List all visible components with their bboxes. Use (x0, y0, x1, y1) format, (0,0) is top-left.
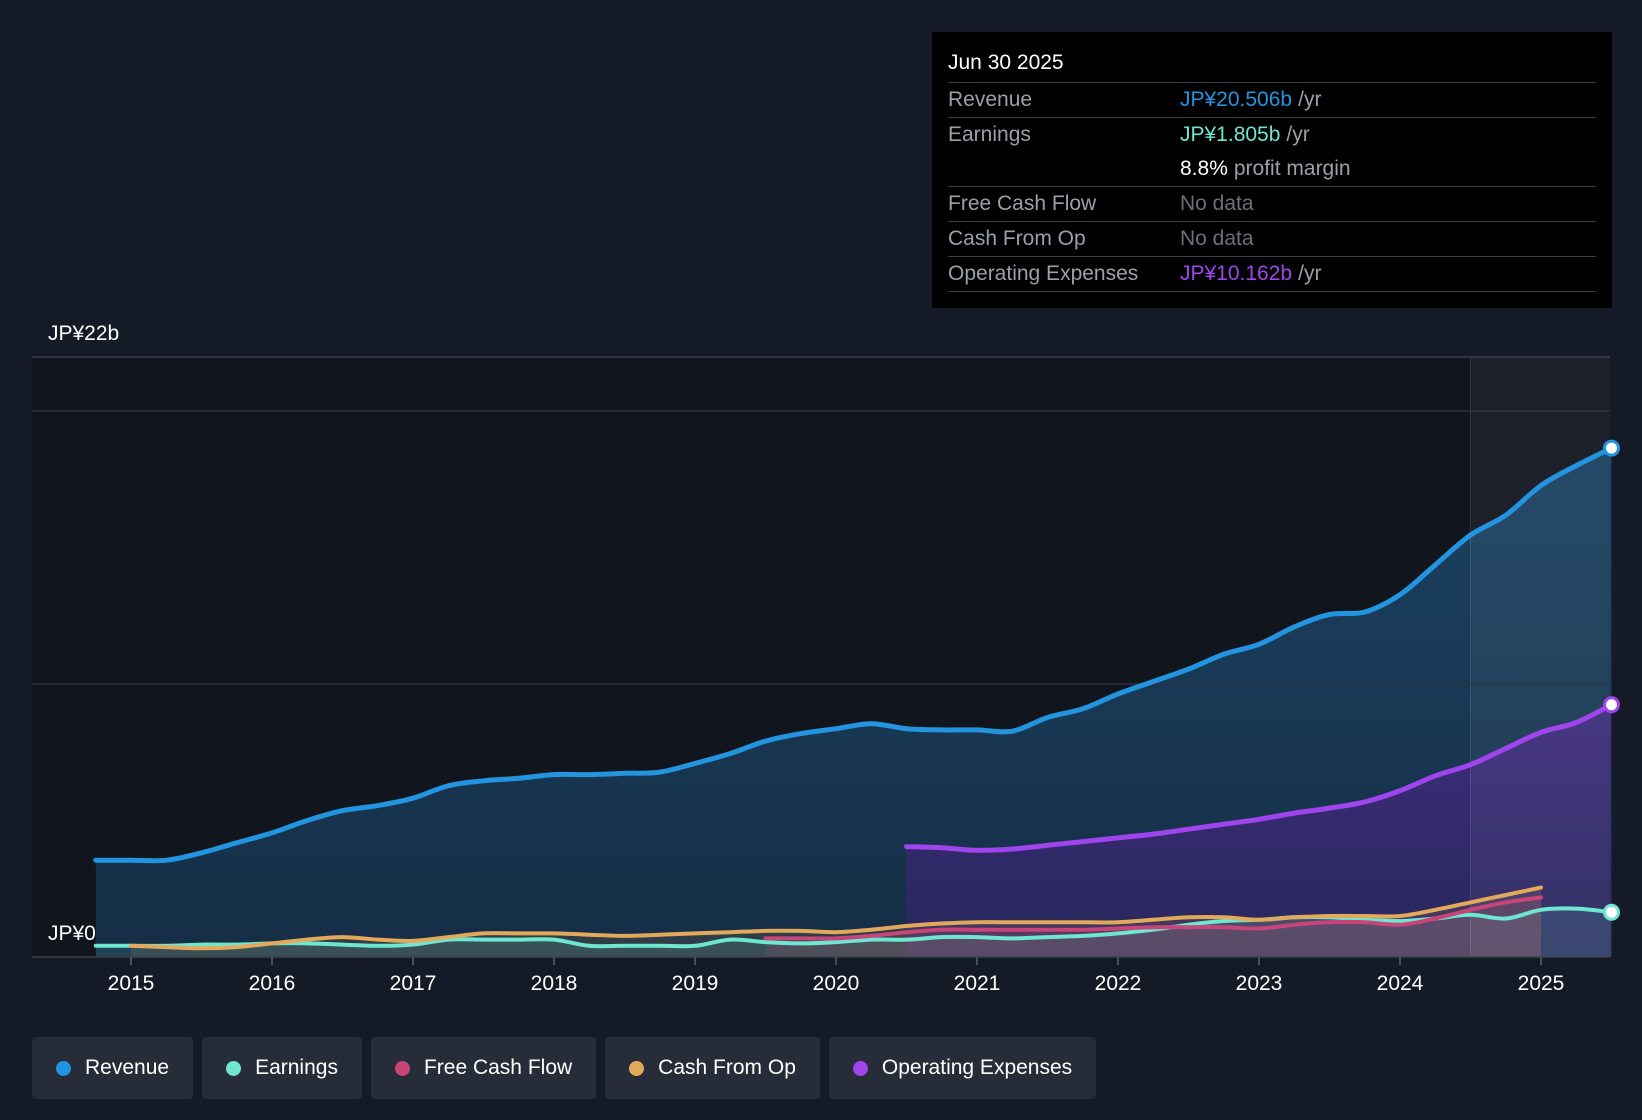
line-cfo (129, 885, 1543, 951)
end-marker-revenue[interactable] (1603, 439, 1620, 457)
tooltip-row-fcf: Free Cash Flow No data (948, 187, 1596, 222)
tooltip-date: Jun 30 2025 (948, 48, 1596, 83)
tooltip-unit-opex: /yr (1298, 262, 1322, 285)
legend-item-fcf[interactable]: Free Cash Flow (370, 1037, 597, 1099)
x-tick-label-2017: 2017 (390, 972, 437, 995)
y-axis-label-top: JP¥22b (48, 322, 119, 345)
legend-dot-earnings (226, 1060, 242, 1076)
tooltip-unit-revenue: /yr (1298, 88, 1322, 111)
legend-dot-cfo (629, 1060, 645, 1076)
area-opex (906, 704, 1612, 957)
tooltip-label-earnings: Earnings (948, 123, 1031, 146)
tooltip-value-opex: JP¥10.162b (1180, 262, 1293, 285)
legend: Revenue Earnings Free Cash Flow Cash Fro… (32, 1037, 1097, 1099)
x-tick-label-2016: 2016 (249, 972, 296, 995)
legend-item-cfo[interactable]: Cash From Op (605, 1037, 820, 1099)
legend-item-revenue[interactable]: Revenue (32, 1037, 194, 1099)
line-earnings (93, 906, 1614, 949)
tooltip-value-margin: 8.8% (1180, 157, 1228, 180)
x-tick-label-2020: 2020 (813, 972, 860, 995)
x-tick-label-2025: 2025 (1518, 972, 1565, 995)
tooltip-panel: Jun 30 2025 Revenue JP¥20.506b /yr Earni… (932, 32, 1612, 308)
tooltip-row-opex: Operating Expenses JP¥10.162b /yr (948, 257, 1596, 292)
line-opex (904, 702, 1614, 853)
end-marker-opex[interactable] (1603, 696, 1620, 714)
tooltip-row-cfo: Cash From Op No data (948, 222, 1596, 257)
legend-label-revenue: Revenue (85, 1056, 170, 1079)
tooltip-unit-earnings: /yr (1286, 123, 1310, 146)
tooltip-label-revenue: Revenue (948, 88, 1033, 111)
tooltip-row-revenue: Revenue JP¥20.506b /yr (948, 83, 1596, 118)
x-tick-label-2024: 2024 (1377, 972, 1424, 995)
tooltip-value-earnings: JP¥1.805b (1180, 123, 1281, 146)
legend-label-opex: Operating Expenses (881, 1056, 1073, 1079)
x-tick-label-2023: 2023 (1236, 972, 1283, 995)
x-tick-label-2018: 2018 (531, 972, 578, 995)
tooltip-value-cfo: No data (1180, 227, 1254, 250)
tooltip-value-revenue: JP¥20.506b (1180, 88, 1293, 111)
legend-label-cfo: Cash From Op (658, 1056, 796, 1079)
legend-dot-revenue (56, 1060, 71, 1076)
legend-item-earnings[interactable]: Earnings (202, 1037, 362, 1099)
tooltip-label-fcf: Free Cash Flow (948, 192, 1097, 215)
end-marker-earnings[interactable] (1603, 903, 1620, 921)
tooltip-text-margin: profit margin (1233, 157, 1351, 180)
tooltip-label-cfo: Cash From Op (948, 227, 1086, 250)
x-tick-label-2015: 2015 (108, 972, 155, 995)
x-tick-label-2019: 2019 (672, 972, 719, 995)
y-axis-label-bottom: JP¥0 (48, 922, 96, 945)
forecast-shade (1470, 357, 1610, 957)
area-earnings (95, 908, 1612, 957)
x-tick-label-2022: 2022 (1095, 972, 1142, 995)
legend-label-fcf: Free Cash Flow (423, 1056, 573, 1079)
legend-item-opex[interactable]: Operating Expenses (828, 1037, 1097, 1099)
legend-dot-opex (852, 1060, 868, 1076)
area-fcf (765, 897, 1541, 957)
legend-dot-fcf (394, 1060, 410, 1076)
tooltip-row-earnings: Earnings JP¥1.805b /yr (948, 118, 1596, 152)
tooltip-label-opex: Operating Expenses (948, 262, 1139, 285)
tooltip-row-margin: 8.8% profit margin (948, 152, 1596, 187)
legend-label-earnings: Earnings (255, 1056, 338, 1079)
line-revenue (93, 445, 1614, 864)
x-tick-label-2021: 2021 (954, 972, 1001, 995)
line-fcf (763, 895, 1543, 941)
tooltip-value-fcf: No data (1180, 192, 1254, 215)
